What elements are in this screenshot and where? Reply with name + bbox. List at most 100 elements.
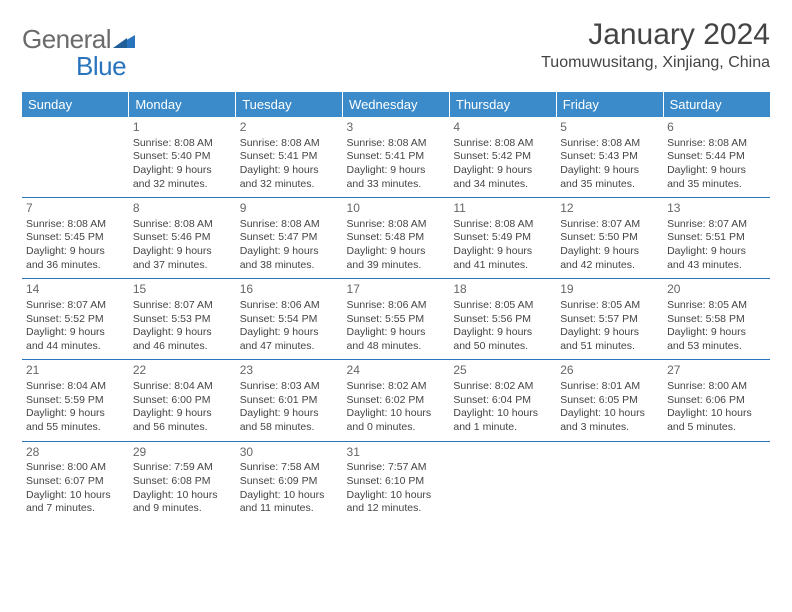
day-info-line: Sunrise: 7:59 AM [133, 461, 232, 475]
day-info-line: Sunset: 6:07 PM [26, 475, 125, 489]
day-info-line: Sunset: 5:50 PM [560, 231, 659, 245]
calendar-day-cell [663, 441, 770, 522]
calendar-day-cell: 8Sunrise: 8:08 AMSunset: 5:46 PMDaylight… [129, 198, 236, 279]
day-info-line: Sunset: 6:00 PM [133, 394, 232, 408]
day-info-line: Sunrise: 8:05 AM [560, 299, 659, 313]
day-info-line: Daylight: 9 hours [26, 407, 125, 421]
day-info-line: and 1 minute. [453, 421, 552, 435]
day-info-line: and 46 minutes. [133, 340, 232, 354]
weekday-header: Monday [129, 92, 236, 117]
header: GeneralBlue January 2024 Tuomuwusitang, … [22, 18, 770, 82]
logo-text-blue: Blue [76, 51, 126, 82]
day-info-line: Sunset: 6:05 PM [560, 394, 659, 408]
day-info-line: Daylight: 9 hours [560, 245, 659, 259]
day-info-line: Sunrise: 8:08 AM [240, 137, 339, 151]
day-info-line: and 0 minutes. [347, 421, 446, 435]
day-info-line: Sunrise: 8:08 AM [240, 218, 339, 232]
day-number: 9 [240, 201, 339, 217]
day-info-line: Sunrise: 8:08 AM [133, 137, 232, 151]
day-info-line: Sunrise: 8:08 AM [453, 137, 552, 151]
logo-triangle-icon [113, 32, 135, 53]
calendar-day-cell: 28Sunrise: 8:00 AMSunset: 6:07 PMDayligh… [22, 441, 129, 522]
calendar-table: Sunday Monday Tuesday Wednesday Thursday… [22, 92, 770, 522]
day-info-line: Sunrise: 8:07 AM [667, 218, 766, 232]
day-info-line: Sunset: 5:40 PM [133, 150, 232, 164]
day-info-line: and 32 minutes. [240, 178, 339, 192]
day-info-line: Sunrise: 8:08 AM [453, 218, 552, 232]
calendar-day-cell: 23Sunrise: 8:03 AMSunset: 6:01 PMDayligh… [236, 360, 343, 441]
day-info-line: and 3 minutes. [560, 421, 659, 435]
day-info-line: and 53 minutes. [667, 340, 766, 354]
day-info-line: and 42 minutes. [560, 259, 659, 273]
day-number: 14 [26, 282, 125, 298]
day-info-line: Daylight: 10 hours [26, 489, 125, 503]
day-info-line: Sunset: 5:56 PM [453, 313, 552, 327]
day-info-line: Daylight: 10 hours [667, 407, 766, 421]
calendar-day-cell: 11Sunrise: 8:08 AMSunset: 5:49 PMDayligh… [449, 198, 556, 279]
calendar-week: 28Sunrise: 8:00 AMSunset: 6:07 PMDayligh… [22, 441, 770, 522]
day-info-line: Sunset: 5:41 PM [240, 150, 339, 164]
day-info-line: Sunrise: 8:08 AM [347, 218, 446, 232]
day-info-line: Daylight: 9 hours [667, 164, 766, 178]
day-info-line: Sunset: 6:08 PM [133, 475, 232, 489]
day-info-line: Sunrise: 8:07 AM [26, 299, 125, 313]
calendar-day-cell: 21Sunrise: 8:04 AMSunset: 5:59 PMDayligh… [22, 360, 129, 441]
day-number: 28 [26, 445, 125, 461]
day-info-line: Sunrise: 8:08 AM [26, 218, 125, 232]
day-info-line: and 7 minutes. [26, 502, 125, 516]
day-number: 16 [240, 282, 339, 298]
day-info-line: and 32 minutes. [133, 178, 232, 192]
day-info-line: Sunrise: 8:04 AM [133, 380, 232, 394]
day-number: 26 [560, 363, 659, 379]
page: GeneralBlue January 2024 Tuomuwusitang, … [0, 0, 792, 522]
calendar-day-cell: 15Sunrise: 8:07 AMSunset: 5:53 PMDayligh… [129, 279, 236, 360]
day-number: 1 [133, 120, 232, 136]
day-info-line: Daylight: 9 hours [133, 164, 232, 178]
day-info-line: Sunrise: 8:07 AM [560, 218, 659, 232]
day-info-line: Daylight: 10 hours [560, 407, 659, 421]
day-info-line: and 35 minutes. [667, 178, 766, 192]
day-info-line: Daylight: 10 hours [133, 489, 232, 503]
day-number: 6 [667, 120, 766, 136]
day-info-line: Daylight: 9 hours [453, 326, 552, 340]
day-info-line: and 56 minutes. [133, 421, 232, 435]
day-number: 27 [667, 363, 766, 379]
calendar-day-cell: 3Sunrise: 8:08 AMSunset: 5:41 PMDaylight… [343, 117, 450, 198]
day-number: 31 [347, 445, 446, 461]
day-info-line: and 58 minutes. [240, 421, 339, 435]
calendar-day-cell: 30Sunrise: 7:58 AMSunset: 6:09 PMDayligh… [236, 441, 343, 522]
day-info-line: Sunset: 5:53 PM [133, 313, 232, 327]
day-number: 23 [240, 363, 339, 379]
weekday-header: Sunday [22, 92, 129, 117]
day-number: 19 [560, 282, 659, 298]
calendar-day-cell: 1Sunrise: 8:08 AMSunset: 5:40 PMDaylight… [129, 117, 236, 198]
day-number: 15 [133, 282, 232, 298]
day-info-line: Daylight: 9 hours [240, 164, 339, 178]
day-number: 21 [26, 363, 125, 379]
day-info-line: and 36 minutes. [26, 259, 125, 273]
calendar-day-cell: 10Sunrise: 8:08 AMSunset: 5:48 PMDayligh… [343, 198, 450, 279]
calendar-day-cell: 24Sunrise: 8:02 AMSunset: 6:02 PMDayligh… [343, 360, 450, 441]
day-info-line: Sunrise: 8:06 AM [347, 299, 446, 313]
day-info-line: Sunrise: 8:04 AM [26, 380, 125, 394]
day-info-line: Sunrise: 7:57 AM [347, 461, 446, 475]
day-number: 3 [347, 120, 446, 136]
day-info-line: Sunrise: 8:02 AM [347, 380, 446, 394]
day-info-line: Daylight: 9 hours [240, 245, 339, 259]
day-number: 12 [560, 201, 659, 217]
day-info-line: Sunset: 5:59 PM [26, 394, 125, 408]
day-info-line: Sunrise: 8:00 AM [26, 461, 125, 475]
weekday-header: Friday [556, 92, 663, 117]
day-number: 20 [667, 282, 766, 298]
day-info-line: Sunrise: 8:01 AM [560, 380, 659, 394]
day-info-line: Daylight: 9 hours [26, 245, 125, 259]
day-info-line: Daylight: 9 hours [667, 245, 766, 259]
day-info-line: Daylight: 9 hours [133, 407, 232, 421]
day-info-line: and 9 minutes. [133, 502, 232, 516]
day-info-line: and 50 minutes. [453, 340, 552, 354]
day-info-line: and 51 minutes. [560, 340, 659, 354]
day-info-line: Sunset: 5:43 PM [560, 150, 659, 164]
calendar-week: 7Sunrise: 8:08 AMSunset: 5:45 PMDaylight… [22, 198, 770, 279]
calendar-week: 14Sunrise: 8:07 AMSunset: 5:52 PMDayligh… [22, 279, 770, 360]
day-info-line: and 38 minutes. [240, 259, 339, 273]
